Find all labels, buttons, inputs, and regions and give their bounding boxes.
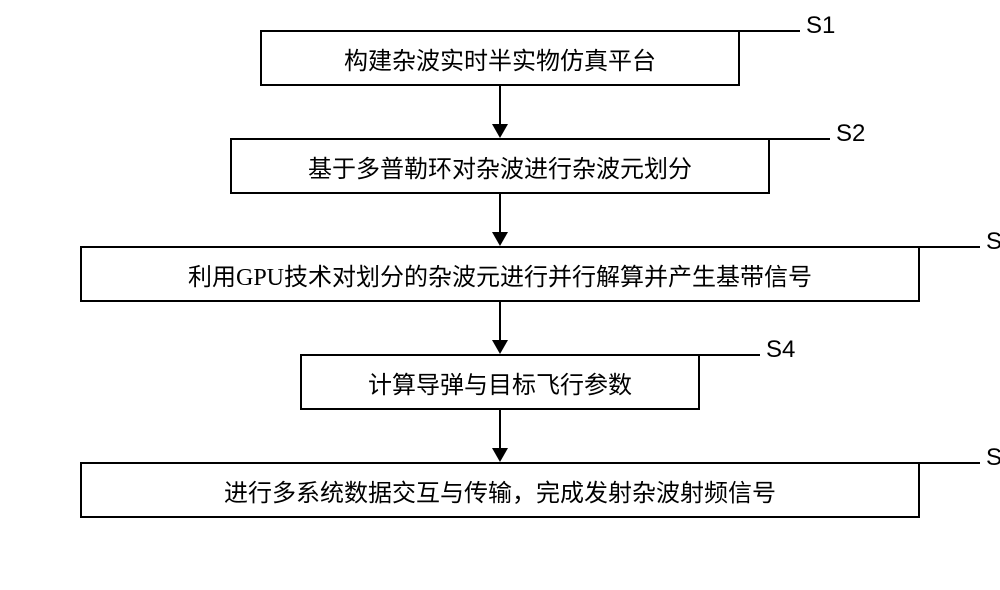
flow-step-s3: 利用GPU技术对划分的杂波元进行并行解算并产生基带信号 — [80, 246, 920, 302]
leader-line — [920, 462, 980, 464]
leader-line — [700, 354, 760, 356]
flow-step-text: 进行多系统数据交互与传输，完成发射杂波射频信号 — [224, 473, 776, 508]
flow-step-s5: 进行多系统数据交互与传输，完成发射杂波射频信号 — [80, 462, 920, 518]
step-label-s2: S2 — [836, 120, 865, 148]
leader-line — [740, 30, 800, 32]
flow-arrow-head — [492, 340, 508, 354]
leader-line — [920, 246, 980, 248]
flow-arrow-line — [499, 86, 501, 124]
leader-line — [770, 138, 830, 140]
flow-step-s4: 计算导弹与目标飞行参数 — [300, 354, 700, 410]
step-label-s3: S3 — [986, 228, 1000, 256]
flow-arrow-line — [499, 410, 501, 448]
step-label-s5: S5 — [986, 444, 1000, 472]
step-label-s1: S1 — [806, 12, 835, 40]
flow-step-text: 计算导弹与目标飞行参数 — [368, 365, 632, 400]
flow-arrow-line — [499, 302, 501, 340]
flow-arrow-head — [492, 124, 508, 138]
flow-step-s1: 构建杂波实时半实物仿真平台 — [260, 30, 740, 86]
flow-step-text: 构建杂波实时半实物仿真平台 — [344, 41, 656, 76]
flow-step-s2: 基于多普勒环对杂波进行杂波元划分 — [230, 138, 770, 194]
flow-step-text: 利用GPU技术对划分的杂波元进行并行解算并产生基带信号 — [188, 257, 812, 292]
flow-arrow-line — [499, 194, 501, 232]
flow-arrow-head — [492, 232, 508, 246]
flow-step-text: 基于多普勒环对杂波进行杂波元划分 — [308, 149, 692, 184]
flow-arrow-head — [492, 448, 508, 462]
step-label-s4: S4 — [766, 336, 795, 364]
